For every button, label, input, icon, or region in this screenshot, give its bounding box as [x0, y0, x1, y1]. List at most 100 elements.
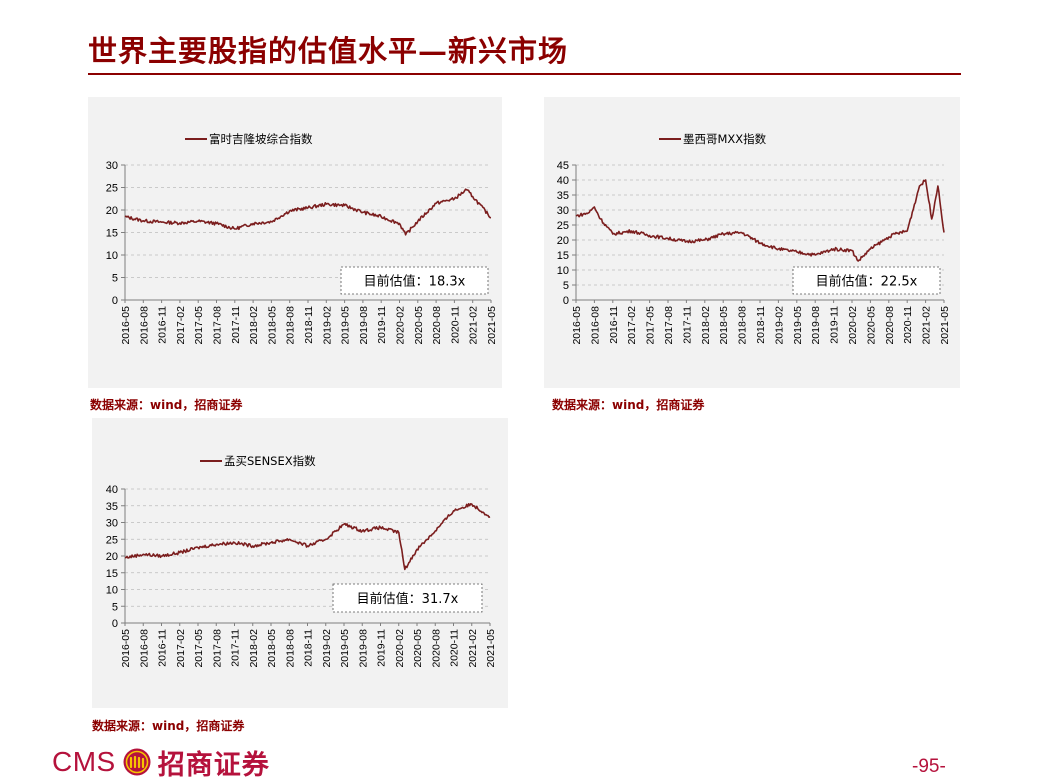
y-tick-label: 20: [557, 235, 569, 247]
y-tick-label: 30: [557, 205, 569, 217]
x-tick-label: 2018-08: [284, 629, 296, 668]
y-tick-label: 15: [106, 228, 118, 240]
x-tick-label: 2017-11: [230, 629, 242, 667]
x-tick-label: 2021-02: [468, 306, 480, 345]
x-tick-label: 2016-11: [157, 629, 169, 667]
y-tick-label: 30: [106, 160, 118, 172]
x-tick-label: 2018-02: [248, 306, 260, 345]
y-tick-label: 5: [112, 273, 118, 285]
y-tick-label: 40: [106, 484, 118, 496]
legend-label: 孟买SENSEX指数: [224, 454, 316, 468]
x-tick-label: 2016-05: [120, 629, 132, 668]
x-tick-label: 2021-05: [486, 306, 498, 345]
cms-logo: CMS 招商证券: [52, 744, 270, 781]
y-tick-label: 0: [112, 295, 118, 307]
y-tick-label: 35: [557, 190, 569, 202]
x-tick-label: 2021-02: [921, 306, 933, 345]
x-tick-label: 2017-11: [681, 306, 693, 344]
chart-mxx: 0 5 10 15 20 25 30 35 40 45 2016-05 2016-08 2016-11 2…: [557, 132, 951, 345]
y-tick-label: 20: [106, 551, 118, 563]
y-tick-label: 15: [557, 250, 569, 262]
title-divider: [88, 73, 961, 75]
y-tick-label: 10: [106, 585, 118, 597]
x-tick-label: 2019-11: [376, 629, 388, 667]
x-tick-label: 2018-05: [266, 306, 278, 345]
x-tick-label: 2020-08: [431, 306, 443, 345]
annotation-label: 目前估值：18.3x: [364, 274, 466, 290]
source-note-klci: 数据来源：wind，招商证券: [90, 398, 243, 412]
x-tick-label: 2017-05: [193, 629, 205, 668]
y-tick-label: 5: [112, 601, 118, 613]
y-tick-label: 0: [112, 618, 118, 630]
y-tick-label: 10: [106, 250, 118, 262]
page-number: -95-: [912, 756, 946, 777]
chart-klci: 0 5 10 15 20 25 30 2016-05 2016-08 2016-11 2017-02…: [106, 132, 498, 345]
x-tick-label: 2019-08: [358, 306, 370, 345]
cms-logo-text: CMS: [52, 746, 116, 777]
x-tick-label: 2018-08: [737, 306, 749, 345]
x-tick-label: 2019-11: [376, 306, 388, 344]
annotation-box: [332, 583, 483, 613]
x-tick-label: 2016-11: [157, 306, 169, 344]
x-tick-label: 2020-02: [394, 629, 406, 668]
y-tick-label: 40: [557, 175, 569, 187]
annotation-box: [792, 266, 941, 295]
x-tick-label: 2019-02: [321, 629, 333, 668]
x-tick-label: 2019-08: [810, 306, 822, 345]
x-tick-label: 2016-08: [138, 306, 150, 345]
x-tick-label: 2016-11: [608, 306, 620, 344]
series-line: [575, 179, 945, 262]
x-tick-label: 2020-11: [449, 306, 461, 344]
chart-panel-sensex: 0 5 10 15 20 25 30 35 40 2016-05 2016-08 2016-11 201…: [92, 418, 508, 708]
source-note-sensex: 数据来源：wind，招商证券: [92, 719, 245, 733]
x-tick-label: 2017-05: [645, 306, 657, 345]
x-tick-label: 2017-08: [211, 629, 223, 668]
x-tick-label: 2020-02: [847, 306, 859, 345]
legend-label: 墨西哥MXX指数: [683, 132, 767, 146]
annotation-label: 目前估值：31.7x: [357, 591, 459, 607]
annotation-box: [340, 266, 489, 295]
x-tick-label: 2018-02: [700, 306, 712, 345]
x-tick-label: 2019-05: [340, 306, 352, 345]
page-title: 世界主要股指的估值水平—新兴市场: [88, 34, 569, 68]
annotation-label: 目前估值：22.5x: [816, 274, 918, 290]
source-note-mxx: 数据来源：wind，招商证券: [552, 398, 705, 412]
series-line: [124, 188, 492, 236]
x-tick-label: 2017-08: [663, 306, 675, 345]
y-tick-label: 35: [106, 501, 118, 513]
y-tick-label: 20: [106, 205, 118, 217]
y-tick-label: 0: [563, 295, 569, 307]
x-tick-label: 2019-02: [321, 306, 333, 345]
x-tick-label: 2020-05: [413, 306, 425, 345]
x-tick-label: 2021-05: [939, 306, 951, 345]
cms-emblem-icon: [123, 748, 151, 776]
chart-panel-klci: 0 5 10 15 20 25 30 2016-05 2016-08 2016-11 2017-02…: [88, 97, 502, 388]
x-tick-label: 2020-08: [430, 629, 442, 668]
x-tick-label: 2020-11: [902, 306, 914, 344]
x-tick-label: 2021-05: [485, 629, 497, 668]
x-tick-label: 2018-08: [285, 306, 297, 345]
y-tick-label: 25: [106, 183, 118, 195]
x-tick-label: 2019-05: [792, 306, 804, 345]
x-tick-label: 2016-05: [120, 306, 132, 345]
x-tick-label: 2018-05: [266, 629, 278, 668]
y-tick-label: 45: [557, 160, 569, 172]
x-tick-label: 2017-02: [626, 306, 638, 345]
x-tick-label: 2016-08: [138, 629, 150, 668]
y-tick-label: 25: [106, 534, 118, 546]
y-tick-label: 15: [106, 568, 118, 580]
x-tick-label: 2020-05: [865, 306, 877, 345]
y-tick-label: 10: [557, 265, 569, 277]
x-tick-label: 2020-05: [412, 629, 424, 668]
chart-panel-mxx: 0 5 10 15 20 25 30 35 40 45 2016-05 2016-08 2016-11 2…: [544, 97, 960, 388]
cms-logo-cn-name: 招商证券: [157, 749, 270, 781]
series-line: [124, 503, 491, 571]
x-tick-label: 2019-11: [829, 306, 841, 344]
x-tick-label: 2020-02: [395, 306, 407, 345]
legend-label: 富时吉隆坡综合指数: [209, 132, 313, 146]
x-tick-label: 2018-02: [248, 629, 260, 668]
x-tick-label: 2020-08: [884, 306, 896, 345]
x-tick-label: 2018-11: [303, 629, 315, 667]
x-tick-label: 2019-02: [773, 306, 785, 345]
x-tick-label: 2017-02: [175, 629, 187, 668]
